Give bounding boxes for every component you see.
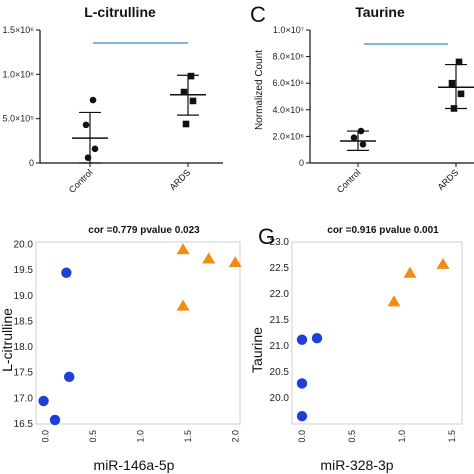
data-point-circle bbox=[64, 371, 75, 383]
data-point-triangle bbox=[436, 257, 450, 269]
y-tick-label: 20.0 bbox=[14, 240, 34, 251]
data-point-triangle bbox=[176, 299, 190, 311]
y-tick-label: 1.0×10⁷ bbox=[273, 25, 304, 35]
data-point-circle bbox=[296, 411, 308, 422]
chart-title-taurine: Taurine bbox=[355, 4, 405, 20]
chart-title-l-citrulline: L-citrulline bbox=[84, 4, 156, 20]
plot-frame-mir-328 bbox=[291, 241, 463, 425]
y-tick-label: 1.5×10⁶ bbox=[3, 25, 35, 35]
x-tick-label-ards: ARDS bbox=[168, 167, 193, 192]
x-tick-label: 1.0 bbox=[135, 430, 145, 443]
y-tick-label: 17.5 bbox=[14, 368, 34, 379]
x-tick-label: 0.0 bbox=[40, 430, 50, 443]
y-tick-label: 18.0 bbox=[14, 342, 34, 353]
plot-frame-mir-146a bbox=[35, 241, 241, 425]
data-point-triangle bbox=[228, 256, 242, 268]
y-tick-label: 22.0 bbox=[270, 289, 290, 300]
data-point-ards bbox=[180, 88, 188, 96]
x-tick-label: 0.5 bbox=[347, 430, 357, 443]
y-tick-label: 5.0×10⁵ bbox=[2, 114, 34, 124]
data-point-ards bbox=[450, 105, 458, 112]
data-point-circle bbox=[61, 267, 72, 278]
y-tick-label: 6.0×10⁶ bbox=[273, 78, 305, 88]
data-point-circle bbox=[311, 333, 323, 344]
y-tick-label: 1.0×10⁶ bbox=[3, 69, 35, 79]
data-point-ards bbox=[448, 79, 456, 87]
x-tick-label: 2.0 bbox=[230, 430, 240, 443]
data-point-circle bbox=[49, 414, 61, 426]
data-point-control bbox=[91, 145, 99, 153]
data-point-control bbox=[359, 141, 367, 148]
panel-label-c: C bbox=[250, 2, 266, 27]
y-tick-label: 20.0 bbox=[270, 393, 290, 404]
data-point-triangle bbox=[176, 243, 190, 255]
data-point-ards bbox=[457, 90, 465, 98]
data-point-circle bbox=[296, 378, 308, 389]
y-tick-label: 2.0×10⁶ bbox=[273, 131, 305, 141]
y-tick-label: 21.5 bbox=[270, 315, 290, 326]
data-point-ards bbox=[187, 72, 195, 80]
y-tick-label: 0 bbox=[299, 158, 304, 168]
x-tick-label: 1.0 bbox=[397, 430, 407, 443]
y-tick-label: 18.5 bbox=[14, 316, 34, 327]
data-point-triangle bbox=[387, 295, 401, 307]
data-point-ards bbox=[182, 120, 190, 128]
x-tick-label: 0.0 bbox=[297, 430, 307, 443]
chart-title-cor-1: cor =0.779 pvalue 0.023 bbox=[88, 225, 200, 236]
data-point-triangle bbox=[202, 252, 216, 264]
data-point-control bbox=[357, 127, 365, 135]
data-point-control bbox=[82, 121, 90, 129]
y-tick-label: 16.5 bbox=[14, 419, 34, 430]
data-point-circle bbox=[296, 334, 308, 345]
y-tick-label: 17.0 bbox=[14, 393, 34, 404]
y-tick-label: 0 bbox=[29, 158, 34, 168]
x-axis-label-mir-146a: miR-146a-5p bbox=[94, 457, 175, 473]
y-axis-label-taurine: Taurine bbox=[249, 327, 265, 373]
y-tick-label: 22.5 bbox=[270, 263, 290, 274]
y-tick-label: 19.0 bbox=[14, 291, 34, 302]
data-point-triangle bbox=[403, 266, 417, 278]
y-axis-label-normalized-count: Normalized Count bbox=[254, 50, 265, 130]
x-tick-label: 1.5 bbox=[183, 430, 193, 443]
data-point-control bbox=[350, 134, 358, 142]
x-axis-label-mir-328: miR-328-3p bbox=[320, 457, 393, 473]
data-point-control bbox=[89, 96, 97, 104]
y-tick-label: 8.0×10⁶ bbox=[273, 52, 305, 62]
data-point-control bbox=[84, 154, 92, 161]
data-point-ards bbox=[455, 58, 463, 66]
y-tick-label: 20.5 bbox=[270, 367, 290, 378]
panel-label-g: G bbox=[258, 224, 275, 249]
x-tick-label-ards: ARDS bbox=[436, 167, 461, 192]
x-tick-label: 1.5 bbox=[447, 430, 457, 443]
y-tick-label: 21.0 bbox=[270, 341, 290, 352]
data-point-circle bbox=[38, 395, 49, 407]
y-tick-label: 4.0×10⁶ bbox=[273, 105, 305, 115]
y-tick-label: 19.5 bbox=[14, 265, 34, 276]
x-tick-label-control: Control bbox=[335, 167, 363, 195]
x-tick-label-control: Control bbox=[67, 167, 95, 195]
y-tick-label: 23.0 bbox=[270, 237, 290, 248]
chart-title-cor-2: cor =0.916 pvalue 0.001 bbox=[327, 225, 439, 236]
y-axis-label-l-citrulline: L-citrulline bbox=[0, 308, 15, 372]
x-tick-label: 0.5 bbox=[88, 430, 98, 443]
data-point-ards bbox=[189, 97, 197, 105]
